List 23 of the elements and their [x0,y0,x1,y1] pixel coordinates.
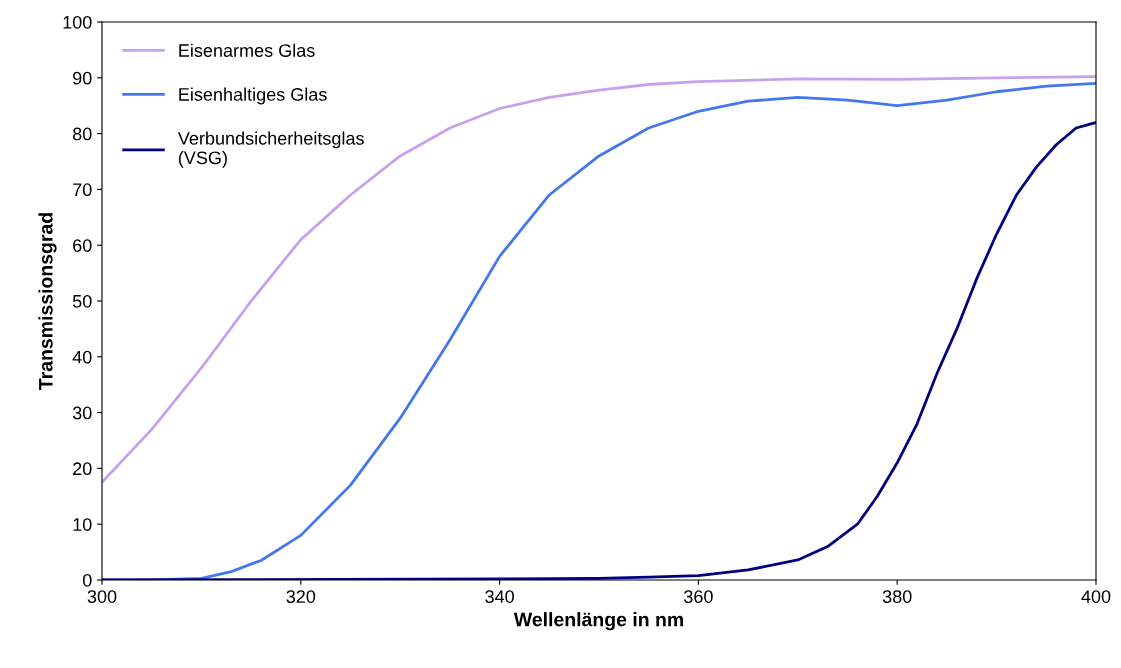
legend-label: Verbundsicherheitsglas (VSG) [177,131,364,168]
y-tick-label: 10 [73,518,92,531]
y-tick-label: 70 [73,183,92,197]
y-tick-label: 90 [73,71,92,85]
y-tick-label: 80 [72,127,92,141]
x-tick-label: 380 [882,590,912,603]
y-tick-label: 0 [82,573,92,587]
x-tick-label: 340 [485,590,514,603]
y-tick-label: 50 [72,294,92,308]
y-tick-label: 100 [63,15,92,29]
y-tick-label: 30 [72,406,92,420]
y-tick-label: 20 [73,462,92,476]
line-series [102,75,1096,484]
x-axis-title: Wellenlänge in nm [513,612,683,631]
y-tick-label: 60 [73,239,92,252]
legend-label: Eisenhaltiges Glas [179,87,327,105]
x-tick-label: 360 [684,590,713,603]
legend-label: Eisenarmes Glas [179,43,315,57]
y-tick-label: 40 [72,350,92,364]
y-axis-title: Transmissionsgrad [38,213,57,390]
x-tick-label: 400 [1081,590,1111,603]
x-tick-label: 300 [87,590,117,603]
x-tick-label: 320 [286,590,316,603]
